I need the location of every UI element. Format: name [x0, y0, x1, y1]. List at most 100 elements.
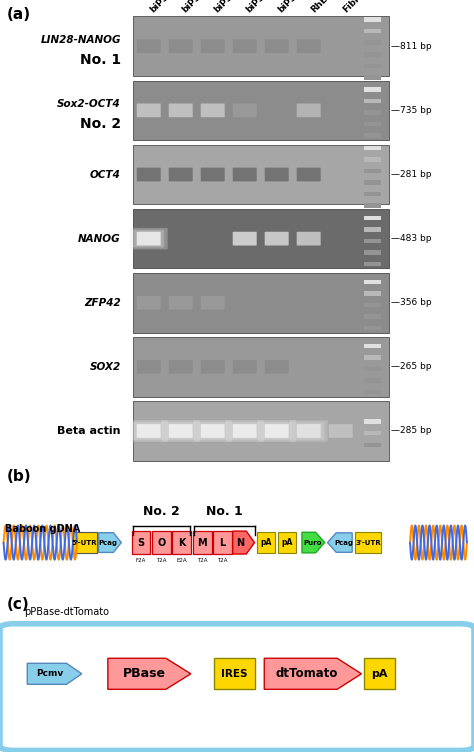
Text: biPSC3: biPSC3: [213, 0, 244, 14]
Text: Beta actin: Beta actin: [57, 426, 121, 436]
Text: biPSC5: biPSC5: [277, 0, 308, 14]
Text: NANOG: NANOG: [78, 234, 121, 244]
FancyBboxPatch shape: [133, 337, 389, 397]
Text: Puro: Puro: [303, 540, 321, 545]
FancyBboxPatch shape: [264, 39, 289, 53]
FancyBboxPatch shape: [133, 209, 389, 268]
FancyBboxPatch shape: [364, 420, 382, 424]
FancyBboxPatch shape: [293, 422, 324, 440]
FancyBboxPatch shape: [364, 227, 382, 232]
FancyBboxPatch shape: [0, 623, 474, 750]
Text: (a): (a): [7, 7, 31, 22]
FancyBboxPatch shape: [261, 422, 292, 440]
FancyBboxPatch shape: [364, 356, 382, 359]
FancyBboxPatch shape: [214, 658, 255, 690]
FancyBboxPatch shape: [297, 104, 321, 117]
Text: dtTomato: dtTomato: [276, 667, 338, 681]
FancyBboxPatch shape: [364, 303, 382, 308]
Text: IRES: IRES: [221, 669, 248, 679]
FancyBboxPatch shape: [169, 168, 193, 181]
Text: 3'-UTR: 3'-UTR: [356, 540, 381, 545]
FancyBboxPatch shape: [364, 326, 382, 330]
Text: RhESC: RhESC: [309, 0, 338, 14]
FancyBboxPatch shape: [364, 168, 382, 173]
FancyBboxPatch shape: [233, 168, 257, 181]
Text: (b): (b): [7, 469, 32, 484]
Text: pA: pA: [281, 538, 292, 547]
FancyBboxPatch shape: [364, 262, 382, 266]
FancyBboxPatch shape: [264, 424, 289, 438]
FancyBboxPatch shape: [364, 122, 382, 126]
Text: M: M: [197, 538, 207, 547]
FancyArrow shape: [233, 531, 255, 554]
FancyBboxPatch shape: [133, 80, 389, 140]
Text: pA: pA: [371, 669, 387, 679]
FancyBboxPatch shape: [137, 296, 161, 310]
Text: SOX2: SOX2: [90, 362, 121, 372]
FancyBboxPatch shape: [201, 168, 225, 181]
Text: Pcag: Pcag: [98, 540, 117, 545]
FancyBboxPatch shape: [364, 29, 382, 33]
FancyBboxPatch shape: [173, 531, 191, 554]
FancyBboxPatch shape: [364, 291, 382, 296]
Text: LIN28-NANOG: LIN28-NANOG: [40, 35, 121, 45]
FancyBboxPatch shape: [328, 424, 353, 438]
Text: pPBase-dtTomato: pPBase-dtTomato: [24, 607, 109, 617]
Text: K: K: [178, 538, 185, 547]
FancyBboxPatch shape: [264, 232, 289, 245]
FancyBboxPatch shape: [364, 133, 382, 138]
FancyBboxPatch shape: [290, 420, 328, 441]
FancyBboxPatch shape: [201, 104, 225, 117]
Text: F2A: F2A: [136, 558, 146, 563]
FancyBboxPatch shape: [278, 532, 296, 553]
Text: L: L: [219, 538, 226, 547]
Text: biPSC1: biPSC1: [149, 0, 180, 14]
FancyArrow shape: [328, 533, 352, 552]
FancyBboxPatch shape: [364, 238, 382, 243]
FancyBboxPatch shape: [364, 111, 382, 115]
Text: S: S: [137, 538, 145, 547]
FancyBboxPatch shape: [233, 39, 257, 53]
Text: T2A: T2A: [217, 558, 228, 563]
FancyArrow shape: [27, 663, 82, 684]
FancyBboxPatch shape: [364, 390, 382, 395]
FancyBboxPatch shape: [133, 144, 389, 205]
FancyBboxPatch shape: [197, 422, 228, 440]
Text: Fibroblast: Fibroblast: [341, 0, 383, 14]
Text: —285 bp: —285 bp: [391, 426, 431, 435]
FancyBboxPatch shape: [364, 216, 382, 220]
Text: —735 bp: —735 bp: [391, 106, 432, 115]
Text: OCT4: OCT4: [90, 169, 121, 180]
Text: No. 2: No. 2: [143, 505, 180, 518]
FancyBboxPatch shape: [133, 422, 164, 440]
FancyBboxPatch shape: [194, 420, 232, 441]
FancyBboxPatch shape: [133, 17, 389, 76]
FancyBboxPatch shape: [201, 296, 225, 310]
FancyBboxPatch shape: [257, 532, 275, 553]
FancyBboxPatch shape: [72, 532, 97, 553]
FancyBboxPatch shape: [364, 344, 382, 348]
FancyArrow shape: [108, 658, 191, 690]
FancyBboxPatch shape: [297, 168, 321, 181]
FancyBboxPatch shape: [364, 367, 382, 371]
FancyBboxPatch shape: [152, 531, 171, 554]
FancyBboxPatch shape: [264, 168, 289, 181]
FancyBboxPatch shape: [364, 75, 382, 80]
FancyBboxPatch shape: [201, 360, 225, 374]
FancyArrow shape: [302, 532, 325, 553]
FancyBboxPatch shape: [356, 532, 382, 553]
FancyBboxPatch shape: [264, 360, 289, 374]
Text: PBase: PBase: [123, 667, 166, 681]
FancyBboxPatch shape: [169, 39, 193, 53]
FancyBboxPatch shape: [364, 314, 382, 319]
FancyBboxPatch shape: [162, 420, 200, 441]
FancyBboxPatch shape: [169, 296, 193, 310]
Text: —483 bp: —483 bp: [391, 234, 431, 243]
Text: T2A: T2A: [197, 558, 208, 563]
FancyBboxPatch shape: [297, 232, 321, 245]
FancyBboxPatch shape: [364, 64, 382, 68]
FancyBboxPatch shape: [364, 180, 382, 185]
FancyBboxPatch shape: [233, 424, 257, 438]
Text: Pcag: Pcag: [334, 540, 353, 545]
FancyBboxPatch shape: [133, 230, 164, 247]
